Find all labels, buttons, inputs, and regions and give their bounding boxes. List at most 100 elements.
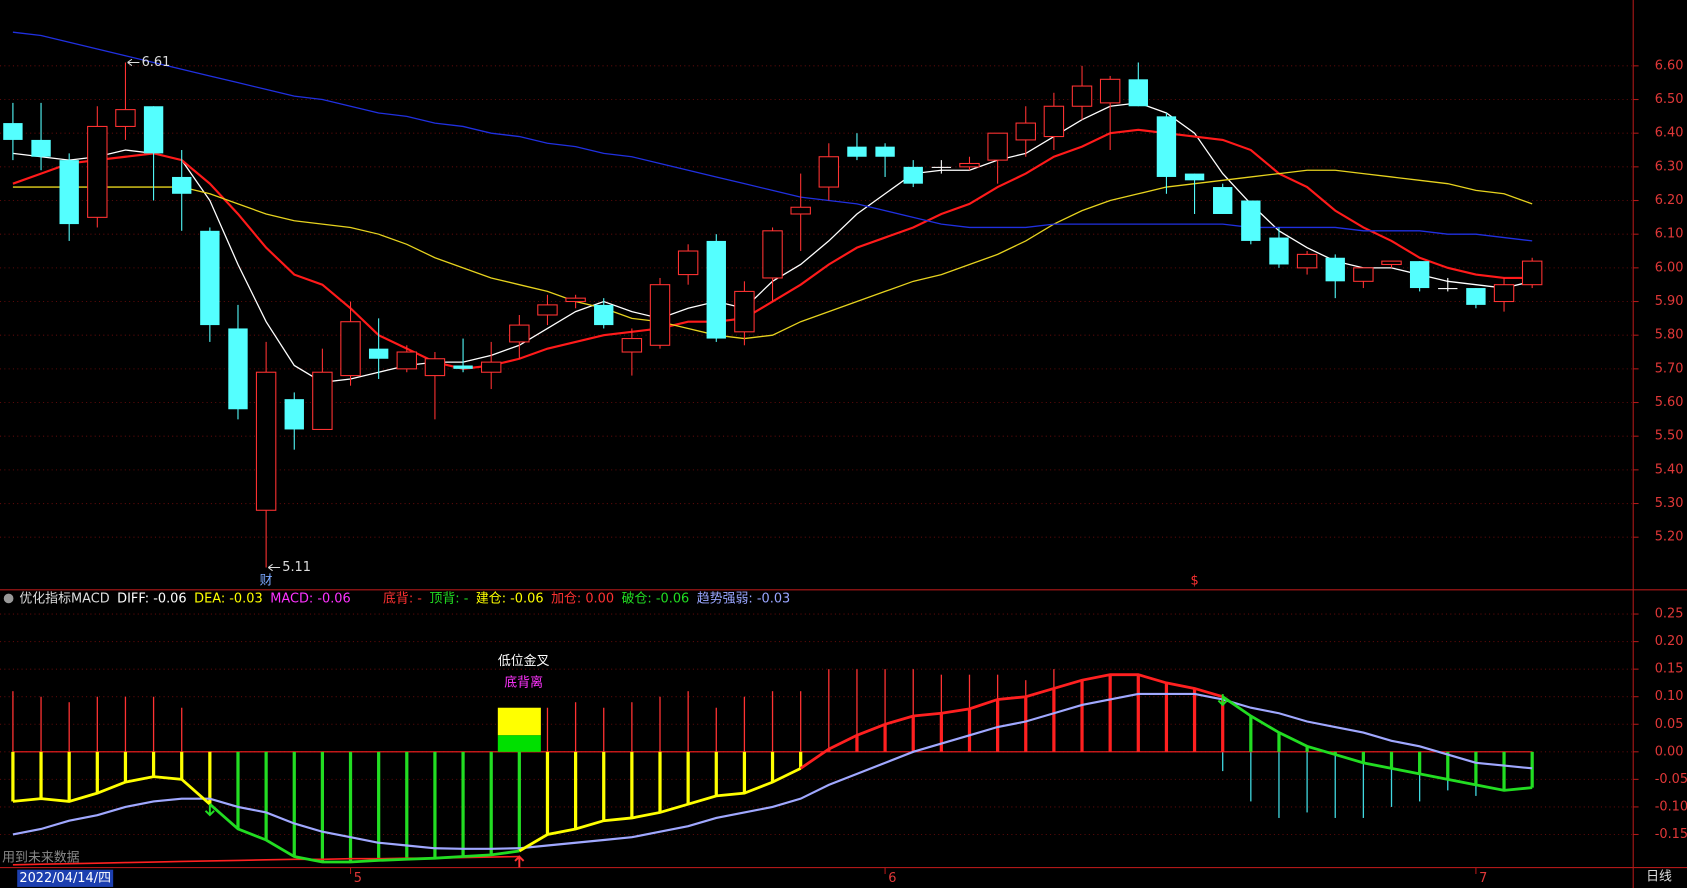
month-label: 6 xyxy=(888,871,896,886)
candle-body xyxy=(1353,267,1374,282)
indicator-icon[interactable] xyxy=(3,593,14,604)
legend-item: DEA: -0.03 xyxy=(194,591,263,606)
candle-body xyxy=(959,162,980,168)
candle-body xyxy=(1043,105,1065,138)
candle-body xyxy=(31,139,51,157)
extreme-label: 5.11 xyxy=(282,560,311,575)
y-tick-label: 6.20 xyxy=(1655,193,1684,208)
candle-body xyxy=(565,297,586,303)
legend-item: MACD: -0.06 xyxy=(270,591,351,606)
candle-body xyxy=(172,176,192,194)
y-tick-label: 5.60 xyxy=(1655,395,1684,410)
y-tick-label: 6.50 xyxy=(1655,92,1684,107)
event-marker: 财 xyxy=(260,574,273,589)
candle-body xyxy=(1071,85,1093,107)
candle-body xyxy=(1099,78,1121,104)
moving-average-line xyxy=(12,169,1533,340)
candle-body xyxy=(87,125,108,218)
candle-body xyxy=(847,146,867,157)
macd-line xyxy=(518,767,802,853)
y-tick-label: 5.80 xyxy=(1655,328,1684,343)
candle-body xyxy=(143,106,164,154)
candle-body xyxy=(649,284,671,346)
candle-body xyxy=(1184,173,1205,181)
extreme-arrow xyxy=(127,58,140,67)
y-tick-label: -0.10 xyxy=(1655,799,1687,814)
y-tick-label: 6.40 xyxy=(1655,126,1684,141)
candle-body xyxy=(1493,284,1515,303)
legend-item: 底背: - xyxy=(383,590,422,606)
y-tick-label: 5.20 xyxy=(1655,530,1684,545)
y-tick-label: 0.10 xyxy=(1655,689,1684,704)
y-tick-label: 5.30 xyxy=(1655,496,1684,511)
y-tick-label: 6.60 xyxy=(1655,58,1684,73)
indicator-header: 优化指标MACD DIFF: -0.06 DEA: -0.03 MACD: -0.06… xyxy=(19,590,790,606)
candle-body xyxy=(480,361,502,373)
candle-body xyxy=(818,156,840,188)
candle-body xyxy=(284,399,304,430)
y-tick-label: 6.30 xyxy=(1655,159,1684,174)
candle-body xyxy=(987,132,1008,161)
candle-body xyxy=(1128,79,1148,107)
candle-body xyxy=(677,250,699,276)
y-tick-label: 0.25 xyxy=(1655,607,1684,622)
y-tick-label: -0.15 xyxy=(1655,827,1687,842)
legend-item: 顶背: - xyxy=(429,591,468,606)
candle-body xyxy=(1213,187,1233,214)
y-tick-label: 5.70 xyxy=(1655,361,1684,376)
candle-body xyxy=(1409,261,1430,289)
candle-body xyxy=(734,290,755,333)
candle-body xyxy=(509,324,530,343)
signal-arrow xyxy=(204,804,215,817)
candle-body xyxy=(200,230,220,326)
candle-body xyxy=(228,328,248,410)
candle-body xyxy=(115,109,136,127)
y-tick-label: 0.15 xyxy=(1655,662,1684,677)
legend-item: DIFF: -0.06 xyxy=(117,591,186,606)
extreme-label: 6.61 xyxy=(142,55,171,70)
candle-body xyxy=(594,304,614,326)
legend-item: 建仓: -0.06 xyxy=(476,591,544,606)
candle-body xyxy=(59,160,79,225)
candle-body xyxy=(1466,288,1486,305)
macd-line xyxy=(208,803,520,864)
y-tick-label: 6.00 xyxy=(1655,260,1684,275)
y-tick-label: 6.10 xyxy=(1655,227,1684,242)
candle-body xyxy=(706,240,726,339)
y-tick-label: 5.40 xyxy=(1655,462,1684,477)
y-tick-label: 5.50 xyxy=(1655,429,1684,444)
candle-body xyxy=(255,371,277,511)
candle-body xyxy=(340,321,361,377)
candle-body xyxy=(424,358,446,377)
month-label: 7 xyxy=(1479,871,1487,886)
candle-body xyxy=(1438,288,1458,290)
candle-body xyxy=(1269,237,1289,265)
footer-note: 用到未来数据 xyxy=(2,850,80,865)
cursor-date-box xyxy=(17,869,114,887)
candle-body xyxy=(621,338,643,353)
candle-body xyxy=(790,206,811,215)
macd-line xyxy=(12,775,211,806)
candle-body xyxy=(312,371,333,430)
macd-line xyxy=(1221,695,1533,792)
signal-label: 低位金叉 xyxy=(498,653,550,669)
candle-body xyxy=(875,146,895,157)
candle-body xyxy=(762,230,783,279)
y-tick-label: 5.90 xyxy=(1655,294,1684,309)
candle-body xyxy=(1325,257,1345,282)
candle-body xyxy=(1015,122,1036,141)
candle-body xyxy=(1381,260,1402,266)
candle-body xyxy=(453,365,473,369)
y-tick-label: 0.20 xyxy=(1655,634,1684,649)
macd-line xyxy=(799,673,1224,770)
y-tick-label: 0.05 xyxy=(1655,717,1684,732)
event-marker: $ xyxy=(1190,574,1198,589)
candle-body xyxy=(3,123,23,140)
signal-arrow xyxy=(514,855,525,868)
candle-body xyxy=(1521,260,1543,286)
candle-body xyxy=(368,348,389,359)
candle-body xyxy=(1296,253,1318,269)
